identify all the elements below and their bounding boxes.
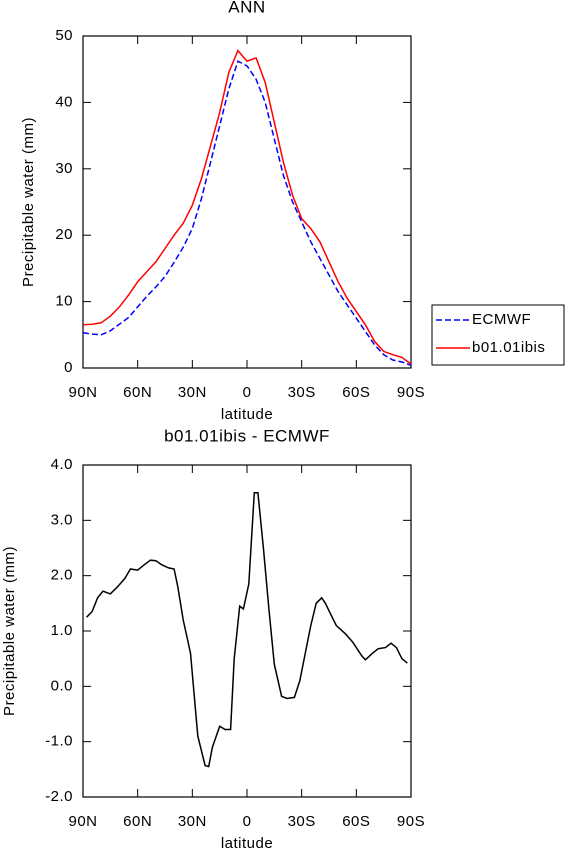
y-tick-label: -1.0: [45, 733, 73, 750]
legend-box: [431, 304, 565, 366]
y-tick-label: 50: [55, 27, 73, 44]
data-line: [86, 491, 408, 768]
x-tick-label: 60N: [123, 384, 152, 401]
x-tick-label: 90S: [397, 384, 425, 401]
y-tick-label: 4.0: [51, 456, 73, 473]
y-tick-label: 0: [64, 359, 73, 376]
data-line: [82, 60, 412, 367]
chart-title: ANN: [228, 0, 265, 16]
y-tick-label: 10: [55, 293, 73, 310]
x-axis-label: latitude: [221, 835, 273, 851]
x-tick-label: 90N: [68, 813, 97, 830]
x-tick-label: 30S: [288, 384, 316, 401]
y-tick-label: 1.0: [51, 622, 73, 639]
y-axis-label: Precipitable water (mm): [20, 117, 37, 287]
x-tick-label: 60N: [123, 813, 152, 830]
x-axis-label: latitude: [221, 406, 273, 423]
plot-frame: [82, 464, 412, 798]
x-tick-label: 30N: [178, 813, 207, 830]
y-tick-label: 3.0: [51, 511, 73, 528]
x-tick-label: 0: [243, 813, 252, 830]
y-tick-label: 20: [55, 226, 73, 243]
x-tick-label: 30N: [178, 384, 207, 401]
y-tick-label: 40: [55, 93, 73, 110]
y-tick-label: 0.0: [51, 677, 73, 694]
x-tick-label: 60S: [342, 384, 370, 401]
x-tick-label: 60S: [342, 813, 370, 830]
x-tick-label: 90S: [397, 813, 425, 830]
y-tick-label: -2.0: [45, 788, 73, 805]
x-tick-label: 0: [243, 384, 252, 401]
x-tick-label: 90N: [68, 384, 97, 401]
y-tick-label: 30: [55, 160, 73, 177]
x-tick-label: 30S: [288, 813, 316, 830]
plot-frame: [82, 35, 412, 369]
chart-title: b01.01ibis - ECMWF: [164, 426, 330, 445]
legend-label: ECMWF: [472, 311, 531, 328]
legend-label: b01.01ibis: [472, 339, 545, 356]
y-tick-label: 2.0: [51, 567, 73, 584]
data-line: [82, 49, 412, 365]
y-axis-label: Precipitable water (mm): [1, 546, 18, 716]
